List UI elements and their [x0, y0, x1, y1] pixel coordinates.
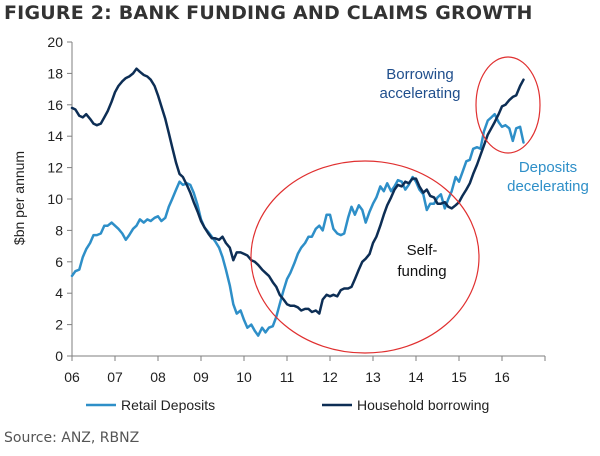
y-tick-label: 4: [55, 285, 63, 301]
y-tick-label: 14: [47, 128, 63, 144]
x-tick-label: 16: [494, 369, 510, 385]
y-tick-label: 10: [47, 191, 63, 207]
y-tick-label: 16: [47, 97, 63, 113]
household-borrowing-line: [70, 67, 525, 315]
x-tick-label: 14: [408, 369, 424, 385]
y-tick-label: 2: [55, 317, 63, 333]
annotation-self-funding-line1: Self-: [407, 242, 438, 259]
axes: 0 2 4 6 8 10 12 14 16 18 20 06 07 08 09 10 11 12 13 14 15 16: [47, 34, 546, 385]
y-tick-label: 6: [55, 254, 63, 270]
x-tick-label: 08: [150, 369, 166, 385]
annotation-deposits-decelerating-line2: decelerating: [507, 178, 589, 195]
y-tick-label: 0: [55, 348, 63, 364]
x-tick-label: 09: [193, 369, 209, 385]
x-tick-label: 07: [107, 369, 123, 385]
annotation-self-funding-line2: funding: [397, 263, 446, 280]
legend-label-retail-deposits: Retail Deposits: [121, 397, 215, 413]
x-tick-label: 10: [236, 369, 252, 385]
legend-label-household-borrowing: Household borrowing: [357, 397, 489, 413]
x-tick-label: 11: [280, 369, 295, 385]
x-tick-label: 13: [365, 369, 381, 385]
x-tick-label: 12: [322, 369, 338, 385]
self-funding-highlight-circle: [250, 160, 480, 354]
x-tick-label: 15: [451, 369, 467, 385]
annotation-deposits-decelerating-line1: Deposits: [519, 159, 577, 176]
figure-title: FIGURE 2: BANK FUNDING AND CLAIMS GROWTH: [4, 2, 533, 24]
y-tick-label: 12: [47, 160, 63, 176]
recent-period-highlight-circle: [475, 56, 541, 154]
source-note: Source: ANZ, RBNZ: [4, 430, 140, 446]
y-tick-label: 18: [47, 65, 63, 81]
x-tick-label: 06: [64, 369, 80, 385]
series-lines: [70, 67, 525, 337]
retail-deposits-line: [70, 112, 525, 337]
y-tick-label: 20: [47, 34, 63, 50]
annotation-borrowing-accelerating-line1: Borrowing: [386, 66, 454, 83]
y-axis-title: $bn per annum: [11, 151, 27, 245]
legend: Retail Deposits Household borrowing: [86, 397, 489, 413]
y-tick-label: 8: [55, 222, 63, 238]
annotation-borrowing-accelerating-line2: accelerating: [380, 85, 461, 102]
